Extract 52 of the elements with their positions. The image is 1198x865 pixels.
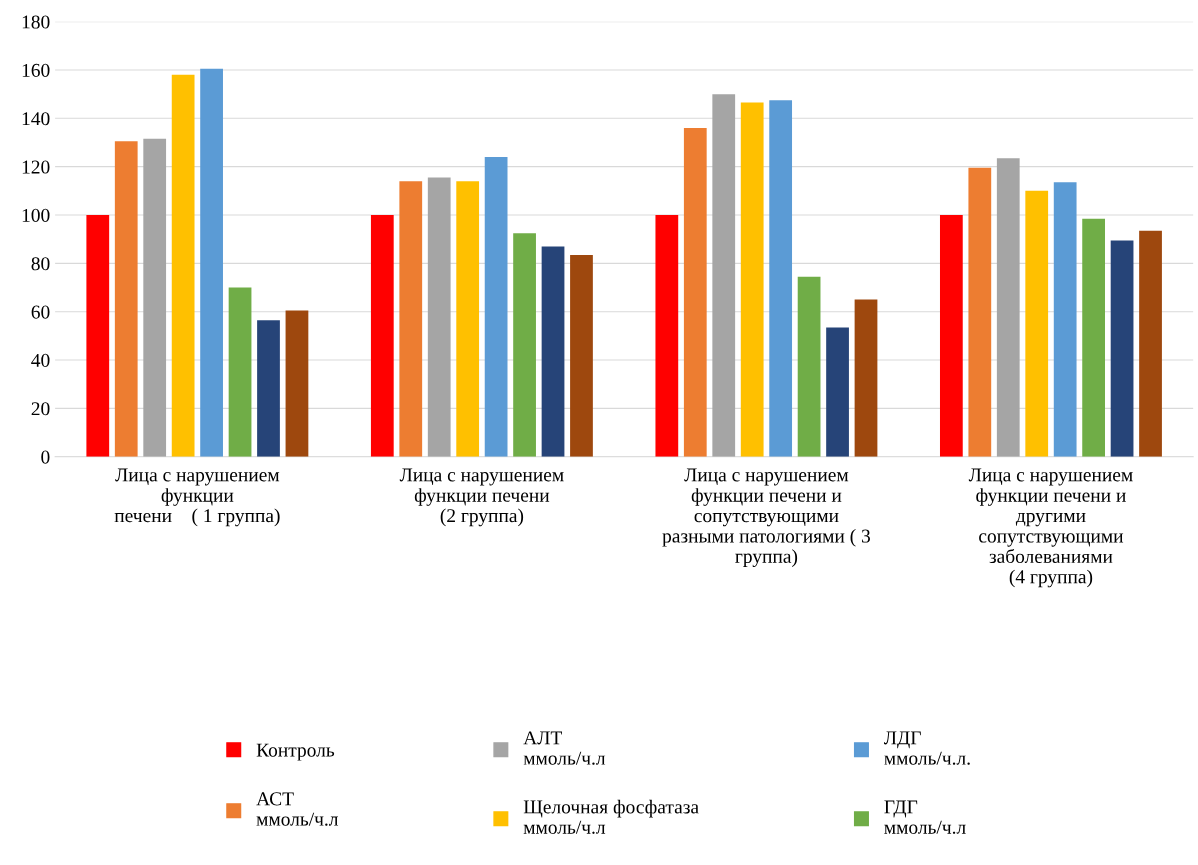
- bar: [541, 246, 565, 457]
- bar: [285, 310, 309, 457]
- y-tick-label: 80: [31, 257, 50, 271]
- y-tick-label: 40: [31, 353, 50, 367]
- bar: [1025, 190, 1049, 457]
- bar: [797, 276, 821, 457]
- bar: [570, 254, 593, 457]
- bar: [257, 320, 280, 457]
- y-tick-label: 180: [22, 15, 50, 29]
- bar: [655, 215, 679, 457]
- bar: [939, 215, 963, 457]
- y-tick-label: 120: [22, 160, 50, 174]
- bar: [200, 68, 223, 457]
- legend-label: Контроль: [256, 743, 335, 761]
- bar: [996, 158, 1020, 457]
- bar: [484, 156, 508, 457]
- bar: [854, 299, 878, 457]
- bar: [86, 215, 110, 457]
- y-tick-label: 20: [31, 402, 50, 416]
- bar: [740, 102, 764, 457]
- bar: [143, 138, 167, 457]
- bar: [1082, 218, 1106, 457]
- y-tick-label: 100: [22, 208, 50, 222]
- bar: [456, 181, 480, 457]
- x-tick-label: Лица с нарушением функции печени и другими сопутствующими заболеваниями (4 группа): [968, 468, 1133, 588]
- x-tick-label: Лица с нарушением функции печени и сопутствующими разными патологиями ( 3 группа): [662, 468, 870, 567]
- legend-label: ЛДГ ммоль/ч.л.: [883, 731, 970, 765]
- bar: [1110, 240, 1134, 457]
- bar: [712, 94, 736, 457]
- legend-label: АСТ ммоль/ч.л: [256, 792, 339, 826]
- bar: [1139, 230, 1162, 457]
- bar: [427, 177, 451, 457]
- bar: [683, 127, 707, 457]
- y-tick-label: 160: [22, 63, 50, 77]
- bar: [171, 74, 195, 457]
- legend-label: Щелочная фосфатаза ммоль/ч.л: [523, 799, 699, 834]
- bar: [769, 100, 793, 457]
- bar: [826, 327, 849, 457]
- legend-label: ГДГ ммоль/ч.л: [884, 800, 966, 834]
- bar: [399, 181, 423, 457]
- x-tick-label: Лица с нарушением функции печени (2 группа): [399, 468, 564, 527]
- bar: [968, 167, 992, 457]
- bar: [370, 215, 394, 457]
- x-tick-label: Лица с нарушением функции печени ( 1 группа): [114, 468, 280, 527]
- bar: [228, 287, 252, 457]
- legend-label: АЛТ ммоль/ч.л: [523, 731, 606, 765]
- bar: [513, 233, 536, 457]
- bar: [1053, 182, 1077, 457]
- y-tick-label: 0: [41, 450, 50, 464]
- y-tick-label: 140: [22, 112, 50, 126]
- y-tick-label: 60: [31, 305, 50, 319]
- bar: [114, 141, 138, 457]
